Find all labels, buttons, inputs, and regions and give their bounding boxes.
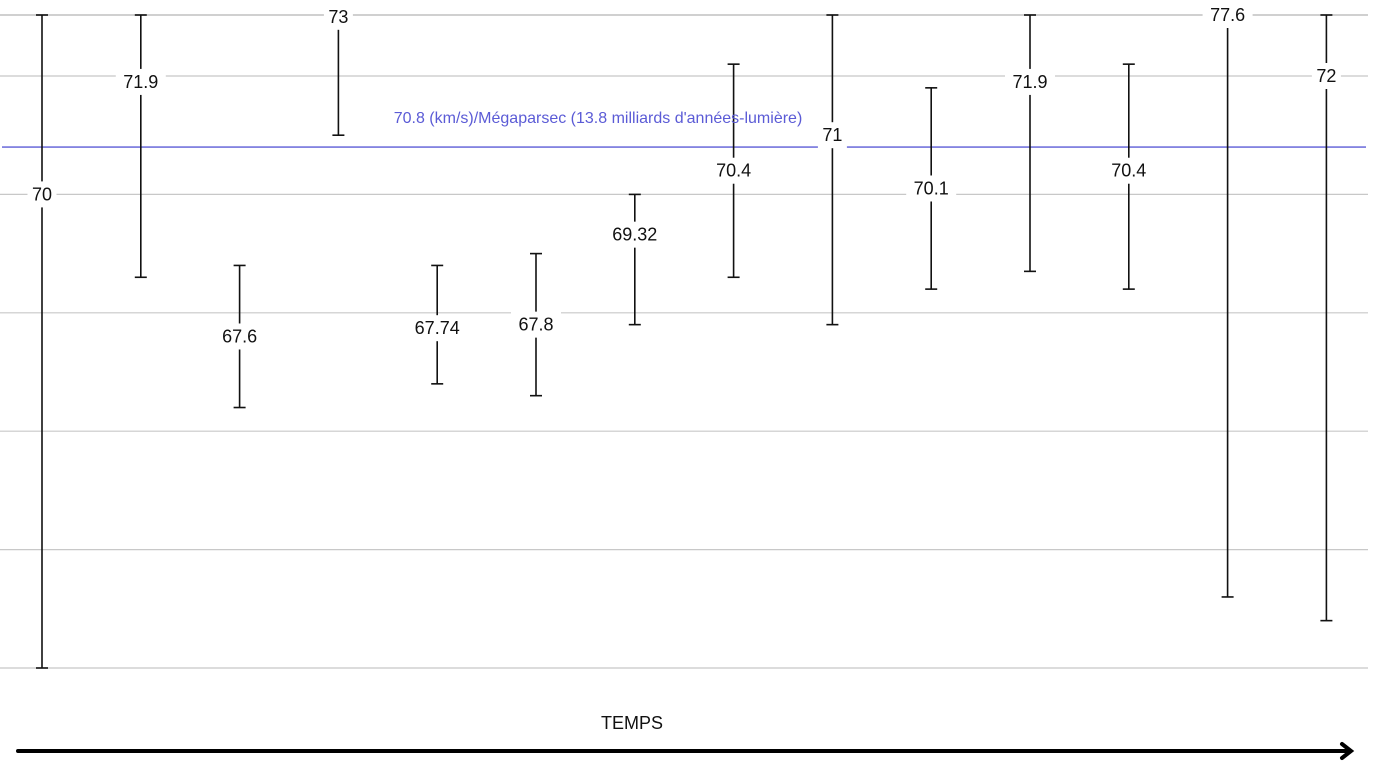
value-label-backing (1202, 2, 1253, 28)
value-label: 67.6 (222, 326, 257, 346)
value-label: 71.9 (1012, 72, 1047, 92)
error-bar-point: 67.6 (214, 264, 265, 409)
value-label: 71 (822, 125, 842, 145)
value-label: 77.6 (1210, 5, 1245, 25)
value-label: 69.32 (612, 225, 657, 245)
value-label-backing (406, 315, 468, 342)
value-label-backing (1311, 63, 1341, 89)
value-label: 72 (1316, 66, 1336, 86)
value-label: 67.74 (415, 318, 460, 338)
value-label-backing (817, 122, 847, 149)
error-bar-point: 67.74 (406, 264, 468, 385)
value-label-backing (1005, 68, 1055, 95)
grid-lines (0, 14, 1368, 669)
x-axis-title: TEMPS (601, 713, 663, 733)
value-label: 73 (328, 7, 348, 27)
value-label-backing (323, 3, 353, 30)
error-bar-point: 70.1 (906, 87, 957, 290)
error-bar-point: 69.32 (604, 193, 666, 326)
time-arrow (16, 742, 1355, 760)
error-bar-point: 71 (817, 14, 847, 326)
value-label: 67.8 (518, 315, 553, 335)
value-label-backing (906, 175, 957, 202)
value-label-backing (214, 323, 265, 350)
error-bar-point: 73 (323, 3, 353, 136)
value-label: 71.9 (123, 72, 158, 92)
error-bar-point: 71.9 (1005, 14, 1055, 273)
value-label: 70.4 (716, 161, 751, 181)
value-label-backing (511, 311, 561, 338)
error-bar-point: 72 (1311, 14, 1341, 622)
error-bar-point: 77.6 (1202, 2, 1253, 598)
error-bar-point: 70.4 (1103, 63, 1154, 290)
value-label: 70.1 (914, 178, 949, 198)
value-label: 70.4 (1111, 161, 1146, 181)
error-bar-point: 70.4 (708, 63, 759, 279)
reference-label: 70.8 (km/s)/Mégaparsec (13.8 milliards d… (394, 110, 803, 127)
value-label: 70 (32, 184, 52, 204)
value-label-backing (604, 221, 666, 248)
error-bar-series: 70 71.9 67.6 73 67.74 67.8 69.32 70.4 71 70.1 71.9… (27, 2, 1341, 669)
error-bar-point: 71.9 (115, 14, 166, 279)
error-bar-point: 67.8 (511, 252, 561, 397)
value-label-backing (1103, 157, 1154, 184)
error-bar-point: 70 (27, 14, 57, 669)
value-label-backing (27, 181, 57, 208)
value-label-backing (708, 157, 759, 184)
value-label-backing (115, 68, 166, 95)
